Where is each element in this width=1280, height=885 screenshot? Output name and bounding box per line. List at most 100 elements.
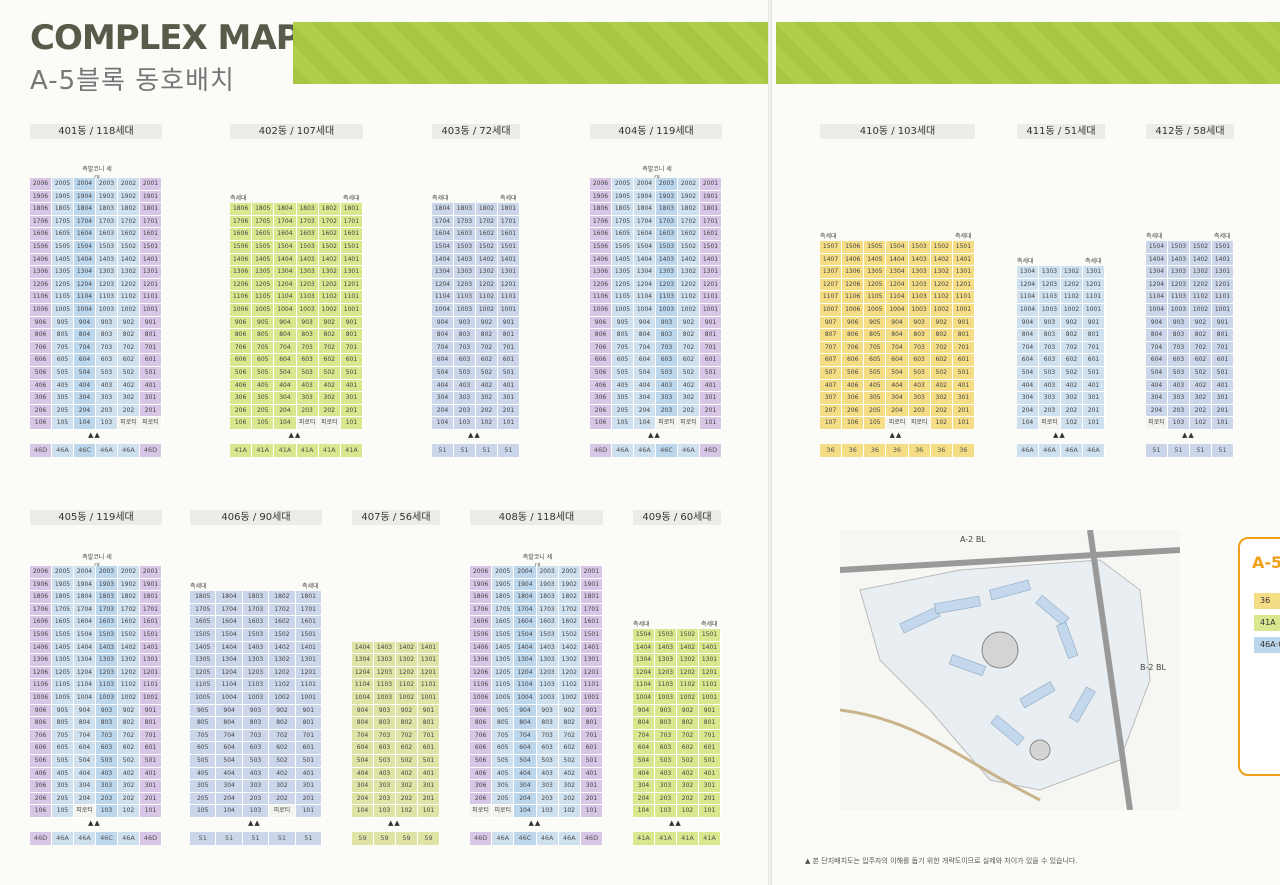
unit-cell: 104: [274, 417, 297, 430]
unit-cell: 1207: [820, 278, 843, 292]
unit-cell: 1505: [190, 628, 217, 642]
unit-cell: 1704: [432, 215, 454, 229]
unit-cell: 1105: [52, 679, 74, 692]
unit-cell: 1101: [700, 291, 722, 304]
unit-cell: 1503: [242, 628, 270, 642]
unit-cell: 701: [498, 341, 520, 355]
unit-cell: 1401: [1212, 253, 1234, 267]
type-label: 51: [295, 832, 323, 845]
unit-cell: 1504: [1146, 241, 1168, 254]
type-row-411: 46A 46A 46A 46A: [1017, 444, 1105, 457]
unit-cell: 1906: [30, 190, 52, 204]
unit-cell: 403: [908, 379, 931, 393]
unit-cell: 1601: [340, 228, 364, 241]
unit-cell: 1302: [396, 654, 418, 667]
unit-cell: 1201: [340, 278, 364, 292]
floor-row: 604 603 602 601: [1017, 354, 1105, 367]
unit-cell: 1304: [1017, 266, 1039, 279]
unit-cell: 1101: [952, 291, 975, 304]
unit-cell: 603: [296, 354, 319, 367]
unit-cell: 1503: [655, 629, 677, 642]
legend-title: A-5: [1252, 553, 1280, 572]
unit-cell: 1802: [118, 203, 140, 216]
unit-cell: 1401: [295, 641, 323, 655]
unit-cell: 1304: [274, 266, 297, 279]
unit-cell: 1004: [634, 303, 656, 317]
unit-cell: 706: [842, 341, 865, 355]
unit-cell: 201: [418, 792, 440, 806]
unit-cell: 1105: [252, 291, 275, 304]
unit-cell: 702: [476, 341, 498, 355]
unit-cell: 903: [536, 704, 559, 718]
unit-cell: 1702: [678, 215, 700, 229]
unit-cell: 604: [352, 742, 374, 755]
unit-cell: 1406: [590, 253, 612, 267]
floor-row: 1005 1004 1003 1002 1001: [190, 691, 323, 705]
floor-row: 1704 1703 1702 1701: [432, 215, 520, 229]
unit-cell: 1506: [230, 240, 253, 254]
type-row-403: 51 51 51 51: [432, 444, 520, 457]
unit-cell: 1402: [678, 253, 700, 267]
unit-cell: 2004: [634, 178, 656, 191]
unit-cell: 1601: [700, 228, 722, 241]
unit-cell: 701: [700, 341, 722, 355]
floor-row: 704 703 702 701: [352, 729, 440, 743]
unit-cell: 1004: [1017, 303, 1039, 317]
type-label: 46C: [96, 832, 118, 845]
unit-cell: 1106: [470, 679, 493, 692]
unit-cell: 405: [190, 767, 217, 781]
type-label: 41A: [699, 832, 721, 845]
floor-row: 1404 1403 1402 1401: [1146, 253, 1234, 267]
unit-cell: 1303: [374, 654, 396, 667]
unit-cell: 1204: [352, 666, 374, 680]
unit-cell: 403: [242, 767, 270, 781]
unit-cell: 604: [634, 354, 656, 367]
unit-cell: 1702: [118, 603, 140, 617]
unit-cell: 1605: [252, 228, 275, 241]
unit-cell: 405: [52, 767, 74, 781]
unit-cell: 1104: [216, 679, 243, 692]
unit-cell: 1704: [74, 603, 96, 617]
floor-row: 1106 1105 1104 1103 1102 1101: [30, 679, 162, 692]
unit-cell: 1104: [432, 291, 454, 304]
unit-cell: 1502: [476, 240, 498, 254]
unit-cell: 506: [30, 366, 52, 380]
unit-cell: 507: [820, 366, 843, 380]
unit-cell: 904: [1017, 316, 1039, 330]
unit-cell: 1904: [74, 578, 96, 592]
unit-cell: 803: [656, 329, 678, 342]
type-label: 46A: [558, 832, 581, 845]
unit-cell: 1604: [74, 228, 96, 241]
unit-cell: 1202: [677, 666, 699, 680]
floor-row: 1006 1005 1004 1003 1002 1001: [590, 303, 722, 317]
unit-cell: 701: [1212, 341, 1234, 355]
unit-cell: 605: [252, 354, 275, 367]
unit-cell: 303: [96, 392, 118, 405]
unit-cell: 705: [252, 341, 275, 355]
unit-cell: 404: [1017, 379, 1039, 393]
unit-cell: 2004: [74, 566, 96, 579]
floor-row: 1504 1503 1502 1501: [1146, 241, 1234, 254]
type-label: 46D: [580, 832, 604, 845]
unit-cell: 1103: [1168, 291, 1190, 304]
unit-cell: 1404: [886, 253, 909, 267]
unit-cell: 501: [700, 366, 722, 380]
floor-row: 104 103 102 101: [633, 805, 721, 818]
unit-cell: 903: [96, 316, 118, 330]
unit-cell: 706: [230, 341, 253, 355]
unit-cell: 1005: [492, 691, 515, 705]
unit-cell: 804: [274, 329, 297, 342]
unit-cell: 603: [1039, 354, 1061, 367]
unit-cell: 1205: [612, 278, 634, 292]
unit-cell: 301: [952, 392, 975, 405]
unit-cell: 1405: [252, 253, 275, 267]
unit-cell: 1706: [230, 215, 253, 229]
unit-cell: 302: [269, 780, 296, 793]
floor-row: 1706 1705 1704 1703 1702 1701: [30, 215, 162, 229]
unit-cell: 1502: [269, 628, 296, 642]
unit-cell: 406: [590, 379, 612, 393]
type-label: 46D: [590, 444, 612, 457]
type-label: 59: [374, 832, 396, 845]
unit-cell: 1402: [269, 641, 296, 655]
unit-cell: 1302: [677, 654, 699, 667]
